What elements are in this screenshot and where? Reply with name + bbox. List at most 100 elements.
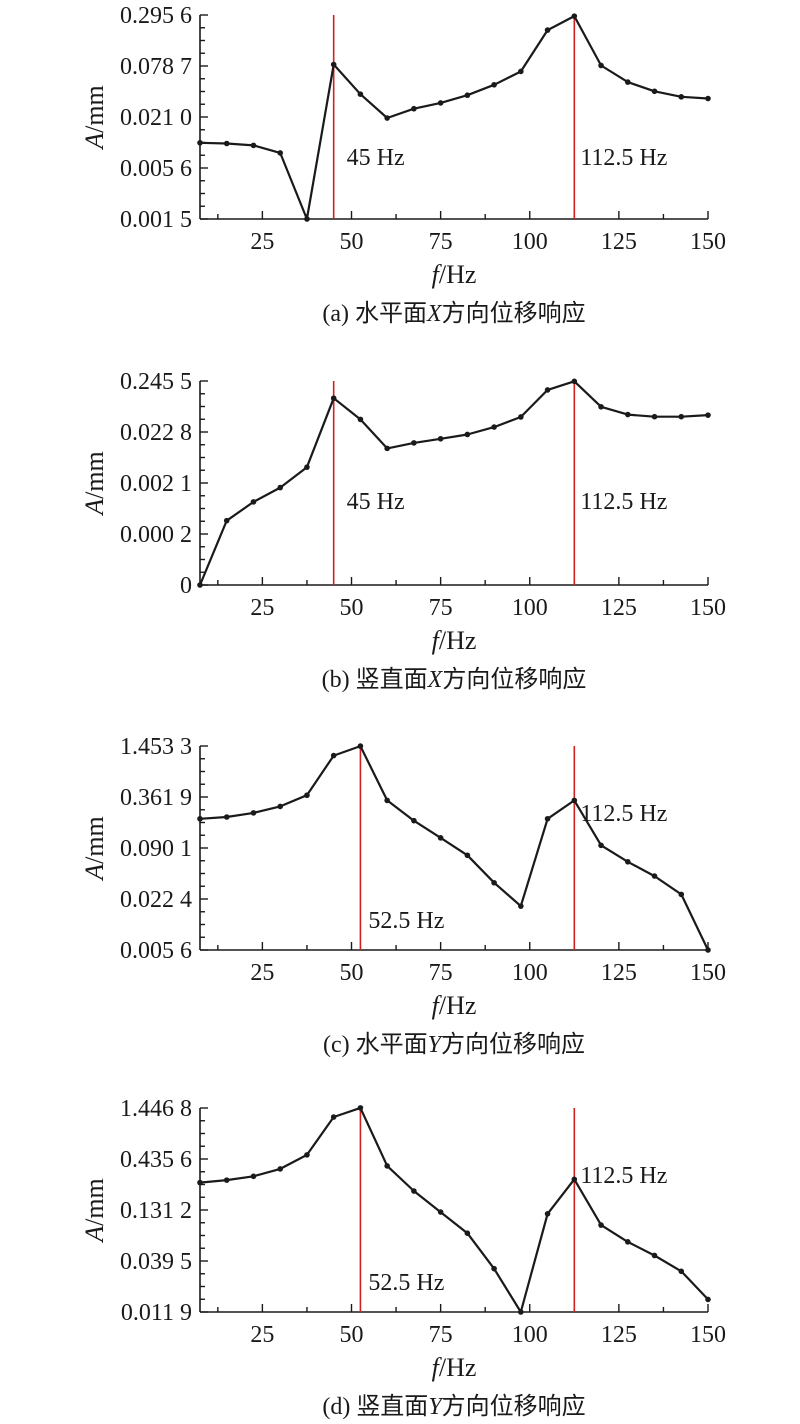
data-point bbox=[384, 445, 390, 452]
y-tick-label: 0.361 9 bbox=[120, 785, 192, 811]
y-tick-label: 1.453 3 bbox=[120, 734, 192, 760]
data-point bbox=[491, 1265, 497, 1272]
panel-caption-part: (a) 水平面 bbox=[322, 300, 427, 327]
data-point bbox=[250, 499, 257, 505]
data-point bbox=[464, 92, 471, 99]
data-point bbox=[357, 416, 364, 423]
data-point bbox=[304, 1152, 310, 1158]
data-point bbox=[223, 1177, 230, 1183]
data-point bbox=[223, 517, 230, 524]
series-line bbox=[199, 15, 709, 221]
y-tick-label: 0.245 5 bbox=[120, 369, 192, 395]
y-tick-label: 0.001 5 bbox=[120, 207, 192, 233]
data-point bbox=[277, 484, 284, 491]
series-line bbox=[199, 744, 709, 951]
y-axis-title-symbol: A bbox=[80, 133, 109, 151]
y-tick-label: 0.090 1 bbox=[120, 836, 192, 862]
data-point bbox=[598, 62, 604, 69]
y-tick-label: 0.022 4 bbox=[120, 887, 192, 913]
y-tick-label: 0 bbox=[180, 573, 192, 599]
x-axis-title-unit: /Hz bbox=[439, 260, 477, 289]
data-point bbox=[544, 27, 551, 33]
panel-caption: (a) 水平面X方向位移响应 bbox=[322, 300, 585, 327]
data-point bbox=[277, 1166, 284, 1172]
data-point bbox=[250, 810, 257, 816]
data-point bbox=[437, 435, 444, 442]
x-axis-title: f/Hz bbox=[432, 260, 477, 289]
panel-caption: (c) 水平面Y方向位移响应 bbox=[323, 1031, 585, 1058]
y-tick-label: 0.131 2 bbox=[120, 1198, 192, 1224]
y-axis-title: A/mm bbox=[80, 816, 109, 882]
data-point bbox=[357, 91, 364, 98]
data-point bbox=[651, 88, 658, 95]
x-axis-title-unit: /Hz bbox=[439, 991, 477, 1020]
data-point bbox=[223, 140, 230, 147]
y-axis-title-symbol: A bbox=[80, 1226, 109, 1244]
data-point bbox=[250, 142, 257, 149]
chart-panel-d: 0.011 9 0.039 5 0.131 2 0.435 6 1.446 8 25 50 7… bbox=[80, 1096, 726, 1420]
x-tick-label: 75 bbox=[429, 229, 453, 255]
y-axis-title-symbol: A bbox=[80, 499, 109, 517]
x-tick-label: 50 bbox=[340, 595, 364, 621]
x-tick-label: 50 bbox=[340, 229, 364, 255]
data-point bbox=[197, 582, 203, 588]
data-point bbox=[411, 1188, 417, 1194]
x-tick-label: 100 bbox=[512, 1322, 548, 1348]
data-point bbox=[437, 835, 444, 841]
y-tick-label: 0.078 7 bbox=[120, 54, 192, 80]
panel-caption-part: X bbox=[426, 301, 443, 327]
data-point bbox=[571, 378, 578, 385]
y-axis-title-unit: /mm bbox=[80, 1178, 109, 1226]
data-point bbox=[330, 1114, 337, 1120]
y-tick-label: 0.005 6 bbox=[120, 938, 192, 964]
x-tick-label: 50 bbox=[340, 960, 364, 986]
data-point bbox=[598, 403, 604, 410]
data-point bbox=[304, 792, 310, 799]
data-point bbox=[651, 1252, 658, 1259]
panel-caption-part: Y bbox=[428, 1032, 444, 1058]
y-axis-title-unit: /mm bbox=[80, 451, 109, 499]
panel-caption-part: 方向位移响应 bbox=[442, 666, 586, 693]
data-point bbox=[518, 903, 524, 909]
chart-panel-a: 0.001 5 0.005 6 0.021 0 0.078 7 0.295 6 25 50 7… bbox=[80, 3, 726, 327]
panel-caption-part: 方向位移响应 bbox=[442, 300, 586, 327]
marker-label: 112.5 Hz bbox=[580, 801, 667, 827]
data-point bbox=[624, 1239, 631, 1245]
chart-panel-b: 0 0.000 2 0.002 1 0.022 8 0.245 5 25 50 75 100 12… bbox=[80, 369, 726, 693]
marker-label: 52.5 Hz bbox=[368, 1270, 444, 1296]
x-tick-label: 25 bbox=[250, 1322, 274, 1348]
data-point bbox=[518, 414, 524, 420]
data-point bbox=[678, 413, 685, 420]
data-point bbox=[651, 413, 658, 420]
data-point bbox=[277, 803, 284, 810]
data-point bbox=[464, 431, 471, 438]
y-tick-label: 1.446 8 bbox=[120, 1096, 192, 1122]
data-point bbox=[330, 395, 337, 402]
data-point bbox=[384, 1163, 390, 1169]
x-axis-title: f/Hz bbox=[432, 626, 477, 655]
marker-label: 112.5 Hz bbox=[580, 145, 667, 171]
data-point bbox=[357, 743, 364, 749]
chart-panel-c: 0.005 6 0.022 4 0.090 1 0.361 9 1.453 3 25 50 7… bbox=[80, 734, 726, 1058]
data-point bbox=[223, 814, 230, 820]
data-point bbox=[624, 411, 631, 418]
x-axis-title: f/Hz bbox=[432, 991, 477, 1020]
data-point bbox=[598, 842, 604, 849]
data-point bbox=[624, 858, 631, 865]
data-point bbox=[330, 752, 337, 759]
series-line bbox=[198, 380, 709, 586]
data-point bbox=[705, 1296, 711, 1303]
panel-caption-part: (d) 竖直面 bbox=[322, 1393, 428, 1420]
marker-label: 112.5 Hz bbox=[580, 489, 667, 515]
data-point bbox=[678, 891, 685, 898]
y-axis-title: A/mm bbox=[80, 1178, 109, 1244]
x-tick-label: 125 bbox=[601, 960, 637, 986]
data-point bbox=[384, 115, 390, 121]
x-tick-label: 125 bbox=[601, 229, 637, 255]
data-point bbox=[598, 1222, 604, 1228]
y-tick-label: 0.022 8 bbox=[120, 420, 192, 446]
data-point bbox=[544, 1210, 551, 1217]
data-point bbox=[518, 1309, 524, 1315]
y-tick-label: 0.002 1 bbox=[120, 471, 192, 497]
